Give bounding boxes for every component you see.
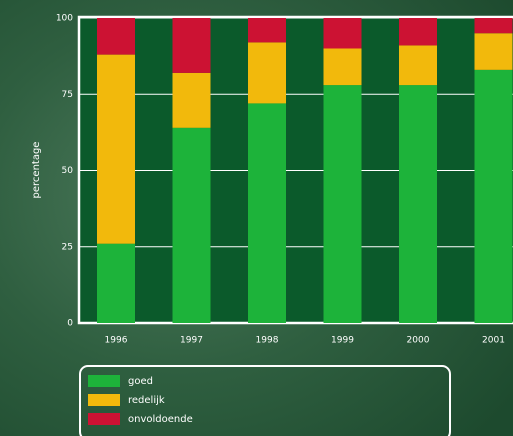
bar-segment: [173, 128, 211, 323]
bar-segment: [248, 18, 286, 42]
legend-label: onvoldoende: [128, 414, 193, 425]
bar-segment: [324, 18, 362, 49]
bar-segment: [248, 103, 286, 323]
x-tick-label: 2001: [482, 336, 505, 346]
legend-label: goed: [128, 376, 153, 387]
x-tick-label: 1998: [256, 336, 279, 346]
bar-segment: [173, 73, 211, 128]
y-tick-label: 25: [62, 242, 73, 252]
y-tick-label: 100: [56, 14, 73, 24]
x-tick-label: 2000: [407, 336, 430, 346]
x-tick-label: 1996: [105, 336, 128, 346]
legend-swatch: [88, 413, 120, 425]
bar-segment: [248, 42, 286, 103]
bar-segment: [475, 18, 513, 33]
legend-swatch: [88, 394, 120, 406]
bar-segment: [475, 33, 513, 70]
legend-swatch: [88, 375, 120, 387]
legend-label: redelijk: [128, 395, 165, 406]
y-tick-label: 75: [62, 90, 73, 100]
y-axis-label: percentage: [31, 142, 42, 199]
bar-segment: [324, 85, 362, 323]
bar-segment: [97, 55, 135, 244]
y-tick-label: 0: [67, 319, 73, 329]
y-tick-label: 50: [62, 166, 74, 176]
bar-segment: [475, 70, 513, 323]
bar-segment: [399, 18, 437, 45]
bar-segment: [324, 49, 362, 86]
chart: percentage 0 25 50 75 100 1996 1997 1998 1999 200…: [0, 0, 513, 436]
bar-segment: [97, 244, 135, 323]
bar-segment: [97, 18, 135, 55]
x-tick-label: 1997: [180, 336, 203, 346]
bar-segment: [399, 85, 437, 323]
bar-segment: [399, 45, 437, 85]
bar-segment: [173, 18, 211, 73]
x-tick-label: 1999: [331, 336, 354, 346]
